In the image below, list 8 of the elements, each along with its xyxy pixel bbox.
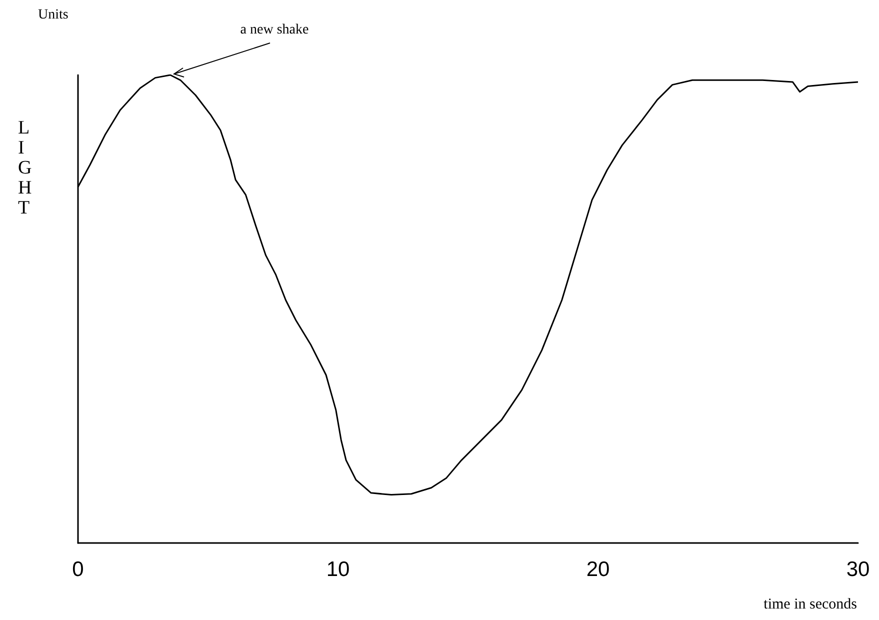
- x-axis-title: time in seconds: [764, 596, 858, 612]
- y-axis-title: LIGHT: [18, 118, 32, 218]
- x-tick-label: 20: [586, 558, 610, 581]
- annotation: a new shake: [240, 22, 309, 38]
- x-tick-label: 30: [846, 558, 870, 581]
- text: Units: [38, 8, 68, 22]
- x-tick-label: 10: [326, 558, 350, 581]
- x-tick-label: 0: [72, 558, 84, 581]
